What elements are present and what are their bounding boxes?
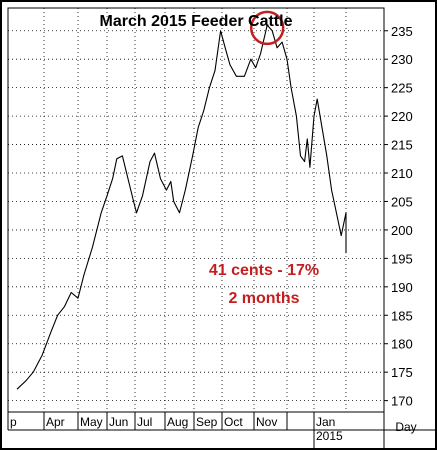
period-label: Day xyxy=(395,420,416,434)
chart-title: March 2015 Feeder Cattle xyxy=(100,13,293,30)
y-tick-label: 195 xyxy=(391,251,413,266)
y-tick-label: 230 xyxy=(391,52,413,67)
x-tick-label: Apr xyxy=(46,415,65,429)
grid xyxy=(7,8,384,412)
series-line-0 xyxy=(16,24,347,390)
x-tick-label: Jul xyxy=(137,415,152,429)
y-tick-label: 170 xyxy=(391,394,413,409)
x-axis: p Apr May Jun Jul Aug Sep Oct Nov Jan xyxy=(7,412,335,448)
y-axis: 170 175 180 185 190 195 200 205 210 215 220 225 230 2… xyxy=(384,24,413,409)
y-tick-label: 180 xyxy=(391,337,413,352)
y-tick-label: 185 xyxy=(391,308,413,323)
series-group xyxy=(16,24,347,390)
x-tick-label: Oct xyxy=(224,415,243,429)
y-tick-label: 210 xyxy=(391,166,413,181)
y-tick-label: 190 xyxy=(391,280,413,295)
x-tick-label: Sep xyxy=(196,415,218,429)
x-tick-label: Nov xyxy=(256,415,277,429)
x-tick-label: Aug xyxy=(167,415,188,429)
y-tick-label: 220 xyxy=(391,109,413,124)
y-tick-label: 215 xyxy=(391,138,413,153)
x-tick-label: May xyxy=(80,415,103,429)
y-tick-label: 205 xyxy=(391,194,413,209)
y-tick-label: 225 xyxy=(391,81,413,96)
x-tick-label: Jun xyxy=(109,415,128,429)
y-tick-label: 235 xyxy=(391,24,413,39)
annotation-duration: 2 months xyxy=(228,290,299,307)
x-tick-label: p xyxy=(10,415,17,429)
plot-border xyxy=(7,7,385,413)
y-tick-label: 200 xyxy=(391,223,413,238)
annotation-change: 41 cents - 17% xyxy=(209,262,319,279)
y-tick-label: 175 xyxy=(391,365,413,380)
year-label: 2015 xyxy=(316,429,343,443)
highlight-group xyxy=(249,10,285,46)
x-tick-label: Jan xyxy=(316,415,335,429)
peak-highlight-circle xyxy=(249,10,285,46)
